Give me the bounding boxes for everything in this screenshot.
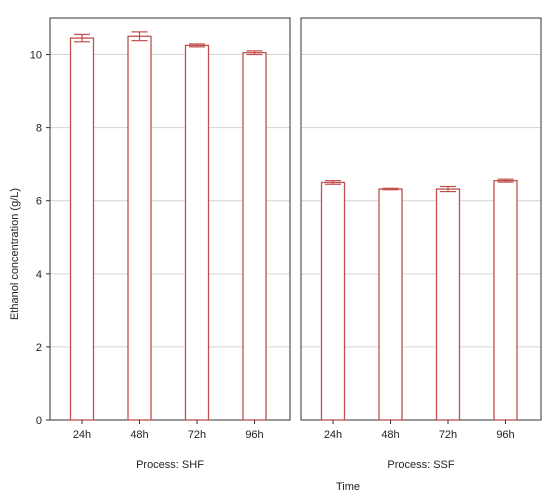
bar-24h bbox=[320, 181, 346, 421]
bar-96h bbox=[493, 179, 518, 421]
y-tick-label-5: 10 bbox=[30, 50, 42, 62]
bar-96h bbox=[242, 52, 267, 421]
y-tick-label-4: 8 bbox=[36, 123, 42, 135]
bar-72h bbox=[435, 188, 461, 421]
x-tick-label-96h: 96h bbox=[245, 429, 263, 441]
x-tick-label-24h: 24h bbox=[324, 429, 342, 441]
panel-frame bbox=[300, 17, 542, 421]
x-tick-label-96h: 96h bbox=[496, 429, 514, 441]
y-tick-label-1: 2 bbox=[36, 342, 42, 354]
bar-48h bbox=[378, 188, 403, 421]
panel-2: 24h 48h 72h 96h Process: SSF bbox=[300, 17, 542, 471]
panel-label: Process: SHF bbox=[136, 459, 204, 471]
y-axis-label: Ethanol concentration (g/L) bbox=[9, 188, 21, 320]
x-tick-label-48h: 48h bbox=[381, 429, 399, 441]
panel-1: 0 2 4 6 8 10 24h 48h 72h 96h Process: SHF bbox=[30, 17, 291, 471]
bar-72h bbox=[184, 44, 210, 421]
panel-frame bbox=[49, 17, 291, 421]
x-axis-label: Time bbox=[336, 481, 360, 493]
chart-panels: 0 2 4 6 8 10 24h 48h 72h 96h Process: SHF 24h 48h 72h… bbox=[30, 17, 542, 471]
x-tick-label-24h: 24h bbox=[73, 429, 91, 441]
panel-label: Process: SSF bbox=[387, 459, 455, 471]
x-tick-label-72h: 72h bbox=[439, 429, 457, 441]
x-tick-label-48h: 48h bbox=[130, 429, 148, 441]
x-tick-label-72h: 72h bbox=[188, 429, 206, 441]
bar-48h bbox=[127, 35, 152, 421]
y-tick-label-3: 6 bbox=[36, 196, 42, 208]
y-tick-label-2: 4 bbox=[36, 269, 42, 281]
y-tick-label-0: 0 bbox=[36, 415, 42, 427]
bar-24h bbox=[69, 37, 95, 421]
